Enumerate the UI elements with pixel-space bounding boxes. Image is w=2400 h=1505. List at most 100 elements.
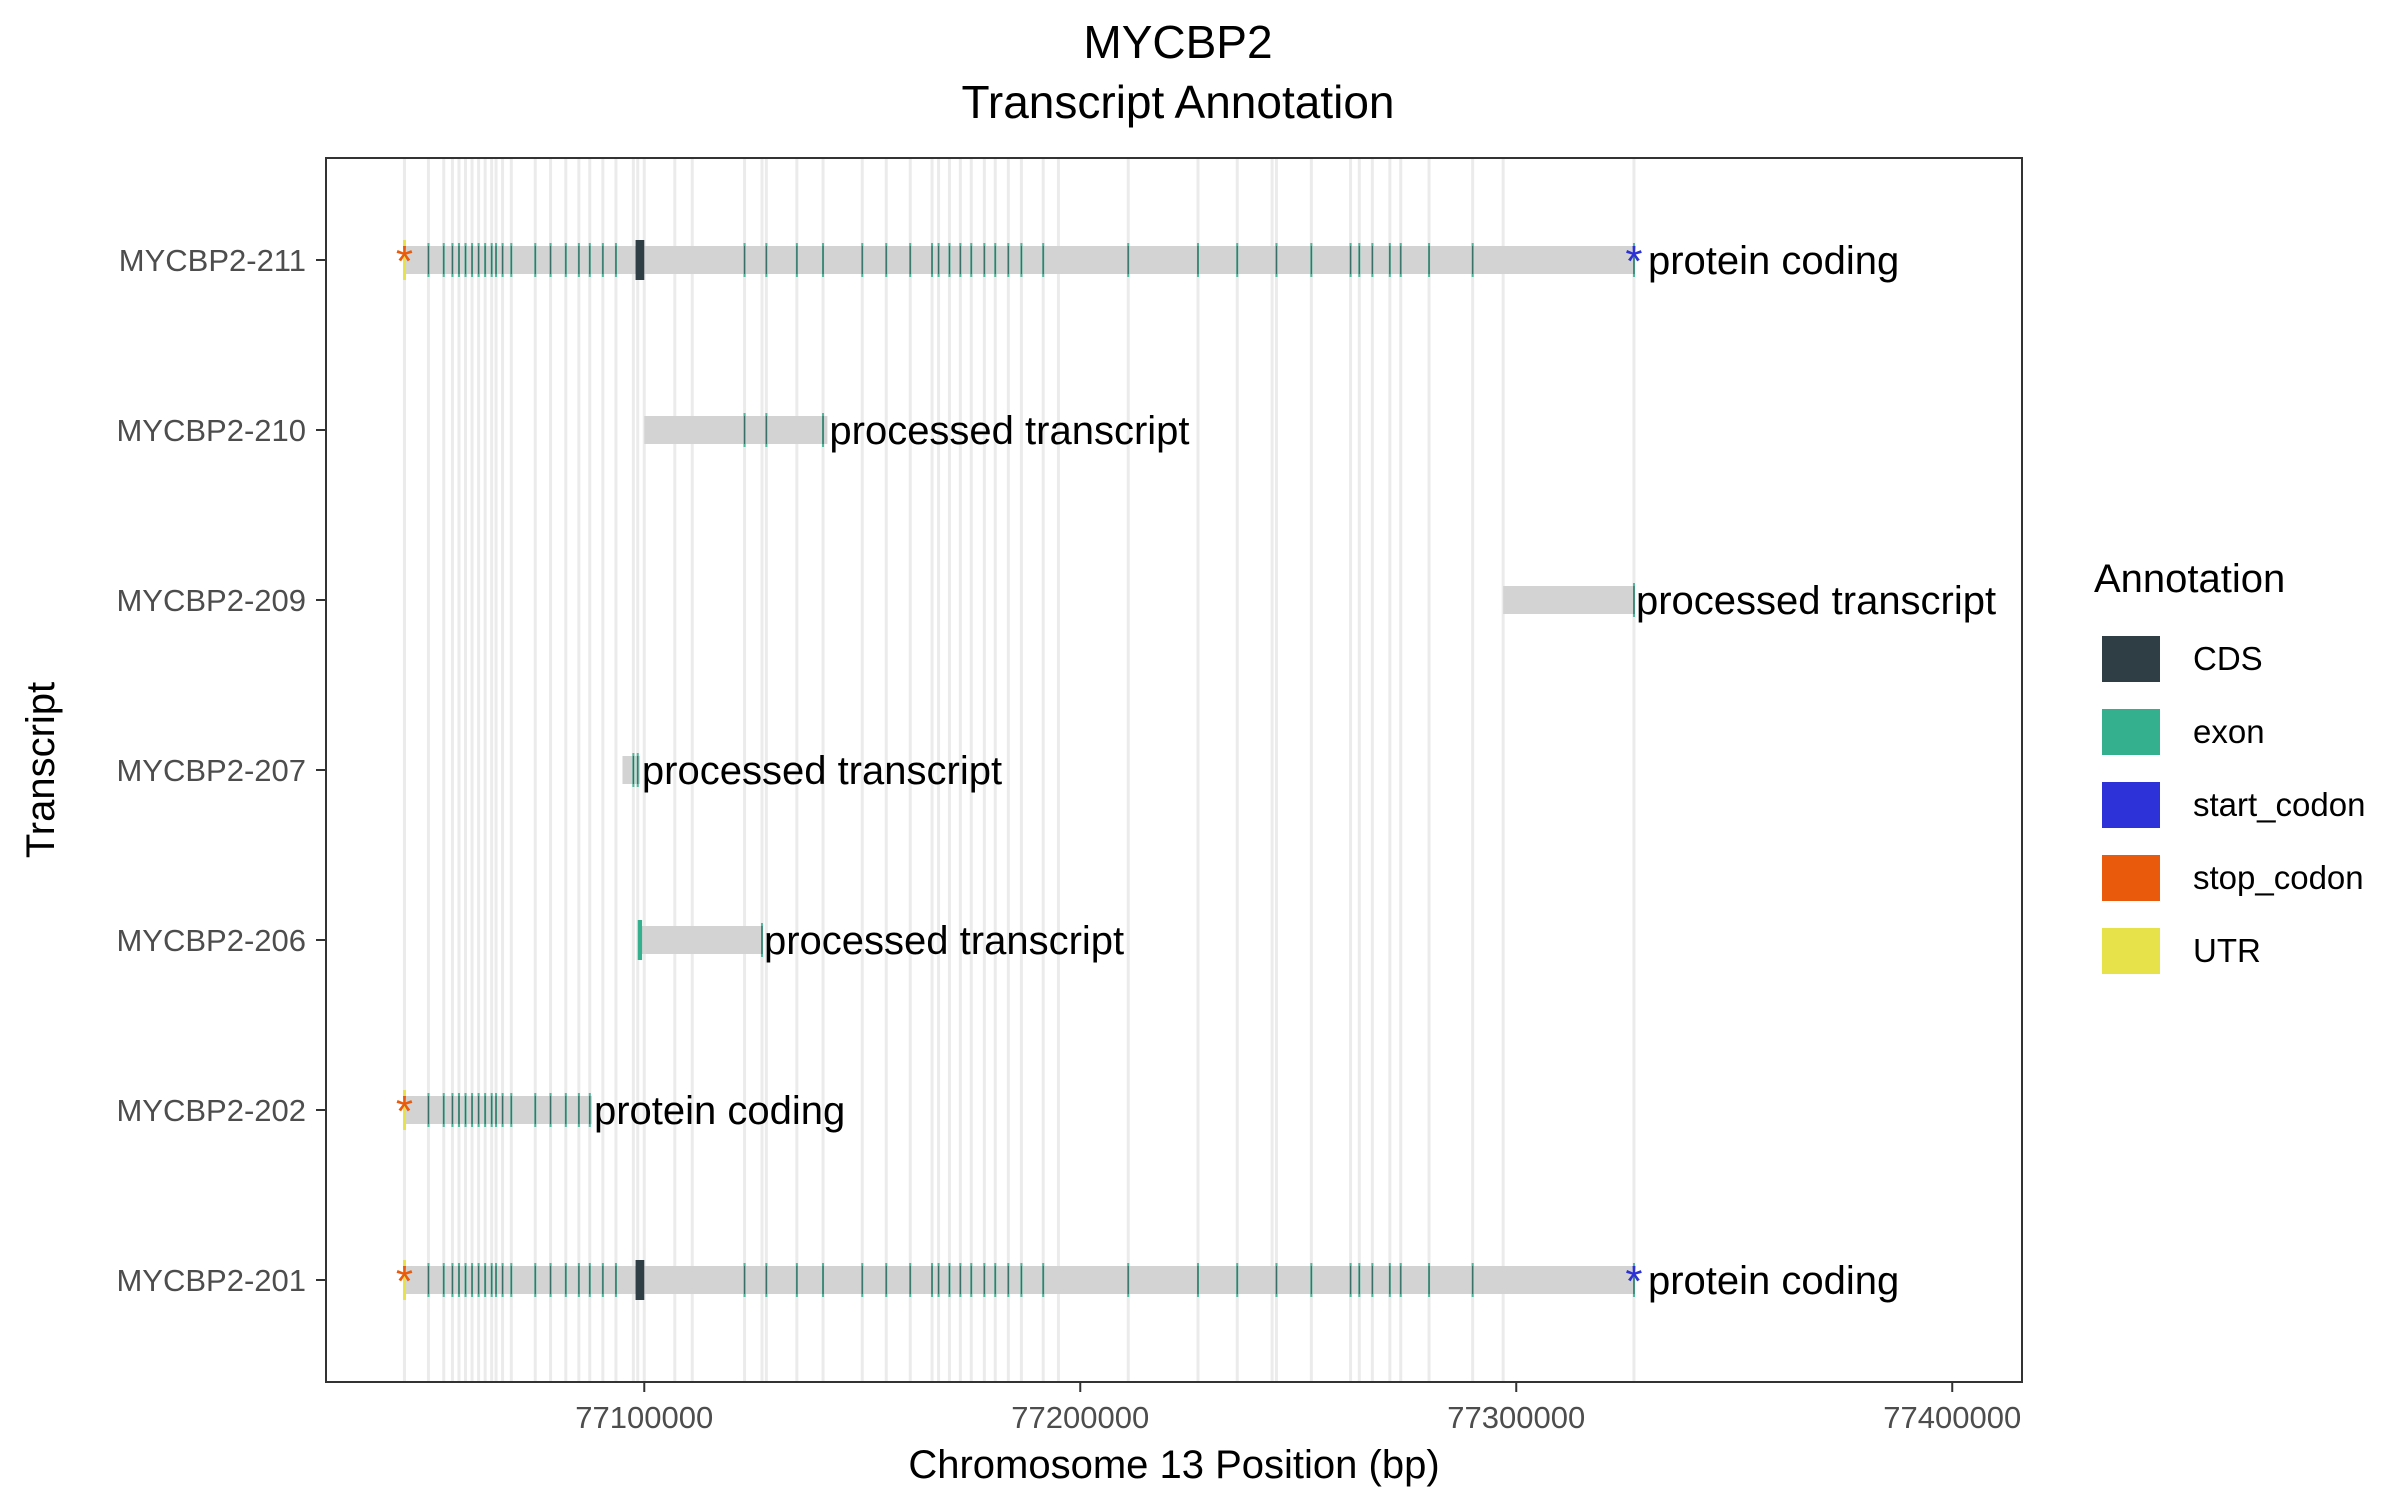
cds-mark <box>451 246 454 274</box>
cds-mark <box>510 246 512 274</box>
cds-mark <box>959 1266 961 1294</box>
utr-mark <box>402 1090 406 1130</box>
x-axis-label: Chromosome 13 Position (bp) <box>908 1443 1439 1487</box>
cds-block <box>635 1260 645 1300</box>
cds-mark <box>1236 1266 1238 1294</box>
cds-mark <box>1633 1266 1635 1294</box>
cds-mark <box>970 1266 972 1294</box>
cds-mark <box>983 246 985 274</box>
legend-title: Annotation <box>2094 557 2285 601</box>
cds-mark <box>1275 1266 1278 1294</box>
cds-mark <box>1197 1266 1199 1294</box>
cds-mark <box>948 1266 951 1294</box>
cds-mark <box>1472 246 1474 274</box>
cds-mark <box>822 416 824 444</box>
biotype-label: processed transcript <box>829 409 1189 453</box>
stop-codon-marker: * <box>396 1257 413 1306</box>
transcript-track <box>1503 583 1635 617</box>
transcript-body-bar <box>644 416 828 444</box>
cds-mark <box>1236 246 1238 274</box>
cds-mark <box>861 246 863 274</box>
legend-label: CDS <box>2193 640 2263 677</box>
cds-mark <box>1007 246 1009 274</box>
y-axis: MYCBP2-211 MYCBP2-210 MYCBP2-209 MYCBP2-207… <box>116 243 326 1298</box>
cds-mark <box>615 1266 617 1294</box>
cds-mark <box>464 1096 467 1124</box>
transcript-track <box>622 753 640 787</box>
cds-mark <box>464 246 467 274</box>
transcript-body-bar <box>622 756 640 784</box>
biotype-label: processed transcript <box>642 749 1002 793</box>
cds-mark <box>510 1266 512 1294</box>
cds-mark <box>1400 1266 1402 1294</box>
transcript-track: * * <box>396 237 1643 286</box>
cds-mark <box>565 246 567 274</box>
cds-mark <box>1127 246 1129 274</box>
transcript-body-bar <box>404 1096 592 1124</box>
cds-mark <box>1358 1266 1360 1294</box>
cds-mark <box>1007 1266 1009 1294</box>
chart-title-line1: MYCBP2 <box>1083 16 1272 68</box>
legend-swatch <box>2102 636 2160 682</box>
cds-mark <box>501 1096 504 1124</box>
legend-label: exon <box>2193 713 2265 750</box>
cds-mark <box>484 1096 486 1124</box>
cds-mark <box>1428 1266 1430 1294</box>
cds-mark <box>495 1266 497 1294</box>
cds-mark <box>1389 1266 1391 1294</box>
transcript-track <box>644 413 828 447</box>
cds-mark <box>589 246 591 274</box>
cds-mark <box>565 1266 567 1294</box>
cds-mark <box>1371 246 1373 274</box>
cds-mark <box>1371 1266 1373 1294</box>
cds-mark <box>761 926 763 954</box>
cds-mark <box>743 1266 746 1294</box>
legend-swatch <box>2102 855 2160 901</box>
y-axis-tick-label: MYCBP2-202 <box>116 1093 306 1128</box>
cds-mark <box>602 246 604 274</box>
cds-mark <box>931 1266 933 1294</box>
y-axis-tick-label: MYCBP2-206 <box>116 923 306 958</box>
cds-mark <box>1633 586 1635 614</box>
transcript-body-bar <box>1503 586 1634 614</box>
cds-mark <box>451 1266 454 1294</box>
cds-mark <box>1400 246 1402 274</box>
transcript-track <box>637 920 763 960</box>
cds-mark <box>909 246 911 274</box>
x-axis-tick-label: 77100000 <box>575 1400 713 1435</box>
cds-mark <box>427 246 430 274</box>
cds-mark <box>501 246 504 274</box>
legend-label: UTR <box>2193 932 2261 969</box>
cds-mark <box>615 246 617 274</box>
cds-mark <box>427 1096 430 1124</box>
legend: Annotation CDS exon start_codon stop_codon U… <box>2094 557 2365 974</box>
biotype-label: processed transcript <box>1636 579 1996 623</box>
cds-mark <box>495 246 497 274</box>
cds-mark <box>589 1096 591 1124</box>
biotype-label: protein coding <box>594 1089 845 1133</box>
cds-mark <box>501 1266 504 1294</box>
cds-mark <box>822 1266 824 1294</box>
cds-mark <box>1020 1266 1023 1294</box>
cds-mark <box>484 246 486 274</box>
stop-codon-marker: * <box>396 237 413 286</box>
cds-mark <box>937 1266 940 1294</box>
cds-mark <box>458 1266 460 1294</box>
cds-mark <box>477 1266 480 1294</box>
cds-mark <box>1389 246 1391 274</box>
cds-mark <box>994 246 996 274</box>
cds-mark <box>458 246 460 274</box>
cds-mark <box>909 1266 911 1294</box>
cds-mark <box>1310 1266 1312 1294</box>
y-axis-label: Transcript <box>19 682 63 858</box>
cds-mark <box>1349 246 1352 274</box>
legend-label: start_codon <box>2193 786 2365 823</box>
cds-mark <box>1633 246 1635 274</box>
cds-mark <box>885 1266 887 1294</box>
cds-mark <box>937 246 940 274</box>
cds-mark <box>743 246 746 274</box>
cds-mark <box>743 416 746 444</box>
cds-mark <box>931 246 933 274</box>
